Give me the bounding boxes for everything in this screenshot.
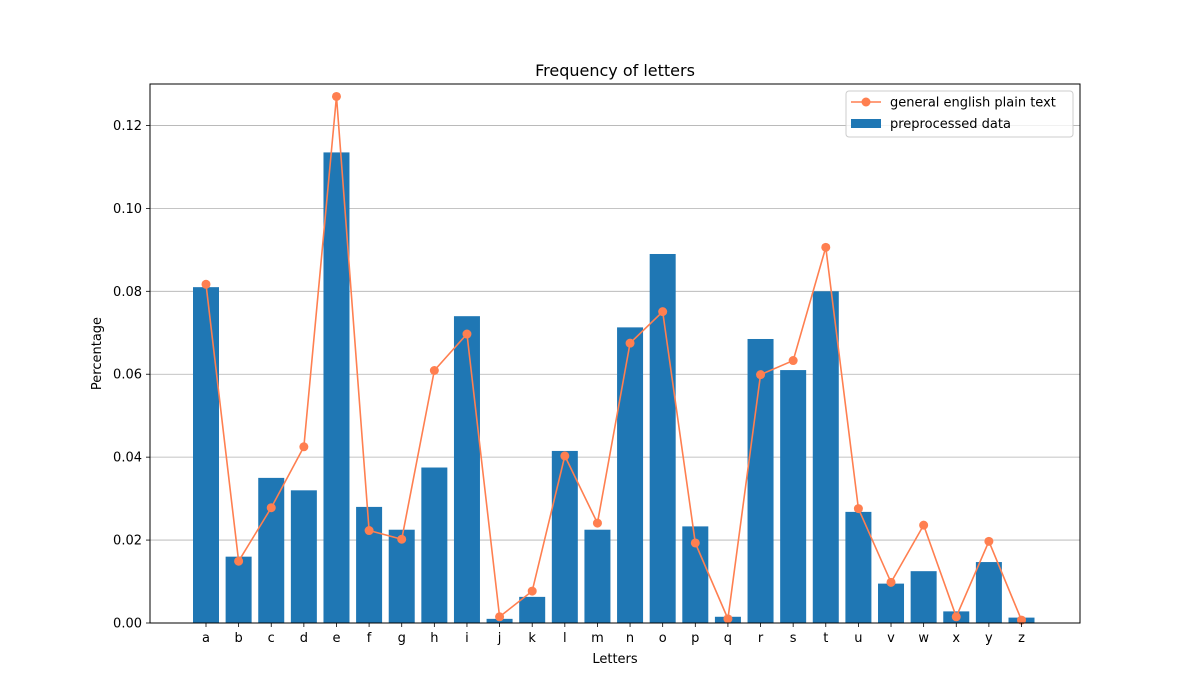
x-tick-label: w [918, 631, 929, 646]
bar-u [845, 511, 872, 623]
bar-b [225, 556, 252, 623]
legend-entry-preprocessed-data: preprocessed data [890, 117, 1011, 132]
bar-series-preprocessed-data [193, 152, 1035, 623]
line-point-m [592, 518, 602, 528]
line-point-v [886, 577, 896, 587]
y-tick-label: 0.06 [113, 368, 142, 383]
line-point-o [658, 307, 668, 317]
x-tick-label: x [952, 631, 960, 646]
bar-i [453, 316, 480, 623]
line-point-k [527, 586, 537, 596]
x-tick-label: d [300, 631, 308, 646]
line-point-a [201, 279, 211, 289]
line-point-q [723, 614, 733, 624]
x-tick-label: f [367, 631, 372, 646]
x-tick-label: u [854, 631, 862, 646]
x-tick-label: c [268, 631, 275, 646]
line-point-h [429, 365, 439, 375]
bar-m [584, 529, 611, 623]
bar-l [551, 450, 578, 623]
bar-k [519, 596, 546, 623]
x-tick-label: b [234, 631, 242, 646]
line-point-y [984, 536, 994, 546]
line-point-j [495, 612, 505, 622]
line-point-p [690, 538, 700, 548]
plot-area-frame [149, 83, 1081, 624]
chart-title: Frequency of letters [535, 61, 695, 80]
x-tick-label: l [563, 631, 567, 646]
x-tick-label: i [465, 631, 469, 646]
x-tick-label: v [887, 631, 895, 646]
x-tick-label: a [202, 631, 210, 646]
line-point-r [756, 370, 766, 380]
line-path [205, 96, 1023, 622]
line-point-z [1017, 615, 1026, 625]
x-tick-label: r [758, 631, 764, 646]
line-point-c [266, 503, 276, 513]
line-point-d [299, 442, 309, 452]
bar-s [780, 370, 807, 623]
x-tick-label: t [823, 631, 828, 646]
x-tick-label: p [691, 631, 699, 646]
x-tick-label: o [659, 631, 667, 646]
y-tick-label: 0.12 [113, 119, 142, 134]
x-tick-label: s [790, 631, 797, 646]
y-tick-label: 0.10 [113, 202, 142, 217]
y-tick-label: 0.08 [113, 285, 142, 300]
legend-line-marker [861, 97, 871, 107]
x-axis-label: Letters [592, 652, 638, 667]
legend-entry-general-english: general english plain text [890, 96, 1056, 111]
bar-n [617, 327, 644, 623]
bar-y [975, 562, 1002, 623]
y-tick-label: 0.02 [113, 534, 142, 549]
bar-c [258, 477, 285, 623]
line-point-u [853, 504, 863, 514]
x-tick-label: m [591, 631, 604, 646]
line-point-t [821, 242, 831, 252]
x-tick-label: e [332, 631, 340, 646]
bar-g [388, 529, 415, 623]
line-point-e [331, 91, 341, 101]
legend-bar-swatch [851, 119, 881, 128]
bar-a [193, 287, 219, 623]
line-point-g [397, 534, 407, 544]
y-axis-ticks: 0.00 0.02 0.04 0.06 0.08 0.10 0.12 [113, 119, 150, 632]
x-tick-label: y [985, 631, 993, 646]
bar-t [812, 291, 839, 623]
bar-v [878, 583, 905, 623]
x-axis-ticks: a b c d e f g h i j k l m n o p q r s t u v w x y z [202, 623, 1025, 646]
y-axis-label: Percentage [90, 317, 105, 390]
x-tick-label: z [1018, 631, 1025, 646]
line-point-s [788, 356, 798, 366]
x-tick-label: j [497, 631, 502, 646]
x-tick-label: g [398, 631, 406, 646]
line-series-general-english [201, 91, 1026, 625]
bar-d [290, 490, 317, 623]
legend-box [845, 90, 1074, 138]
line-point-w [919, 520, 929, 530]
y-tick-label: 0.04 [113, 451, 142, 466]
bar-e [323, 152, 350, 623]
x-tick-label: k [528, 631, 536, 646]
y-tick-label: 0.00 [113, 617, 142, 632]
line-point-b [234, 556, 244, 566]
line-point-f [364, 526, 374, 536]
x-tick-label: n [626, 631, 634, 646]
line-point-i [462, 329, 472, 339]
line-point-x [951, 612, 961, 622]
line-point-l [560, 451, 570, 461]
y-gridlines [150, 125, 1080, 541]
line-point-n [625, 338, 635, 348]
bar-w [910, 571, 937, 623]
bar-r [747, 338, 774, 623]
bar-h [421, 467, 448, 623]
legend: general english plain text preprocessed … [845, 90, 1074, 138]
x-tick-label: h [430, 631, 438, 646]
x-tick-label: q [724, 631, 732, 646]
